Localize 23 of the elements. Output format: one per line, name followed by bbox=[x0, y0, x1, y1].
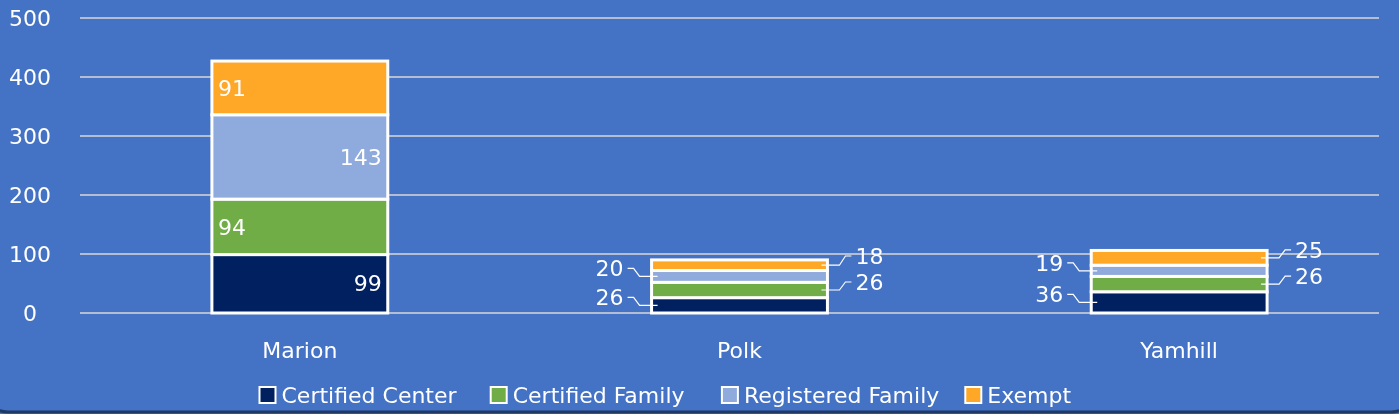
legend-label: Registered Family bbox=[743, 382, 940, 408]
x-tick-label: Yamhill bbox=[1139, 337, 1218, 363]
y-tick-label: 400 bbox=[9, 64, 51, 90]
y-tick-label: 0 bbox=[23, 300, 37, 326]
data-label: 91 bbox=[217, 75, 246, 101]
y-tick-label: 200 bbox=[9, 182, 51, 208]
data-label: 26 bbox=[595, 285, 624, 311]
data-label: 26 bbox=[1295, 263, 1324, 289]
data-label: 20 bbox=[595, 256, 624, 282]
y-tick-label: 500 bbox=[9, 5, 51, 31]
data-label: 99 bbox=[353, 271, 382, 297]
data-label: 19 bbox=[1035, 250, 1064, 276]
x-tick-label: Polk bbox=[717, 337, 763, 363]
data-label: 36 bbox=[1035, 282, 1064, 308]
legend-label: Certified Family bbox=[512, 382, 685, 408]
y-tick-label: 100 bbox=[9, 241, 51, 267]
legend-label: Certified Center bbox=[281, 382, 458, 408]
data-label: 94 bbox=[217, 214, 246, 240]
x-tick-label: Marion bbox=[262, 337, 338, 363]
y-tick-label: 300 bbox=[9, 123, 51, 149]
legend-label: Exempt bbox=[987, 382, 1072, 408]
data-label: 26 bbox=[855, 269, 884, 295]
data-label: 143 bbox=[339, 144, 382, 170]
